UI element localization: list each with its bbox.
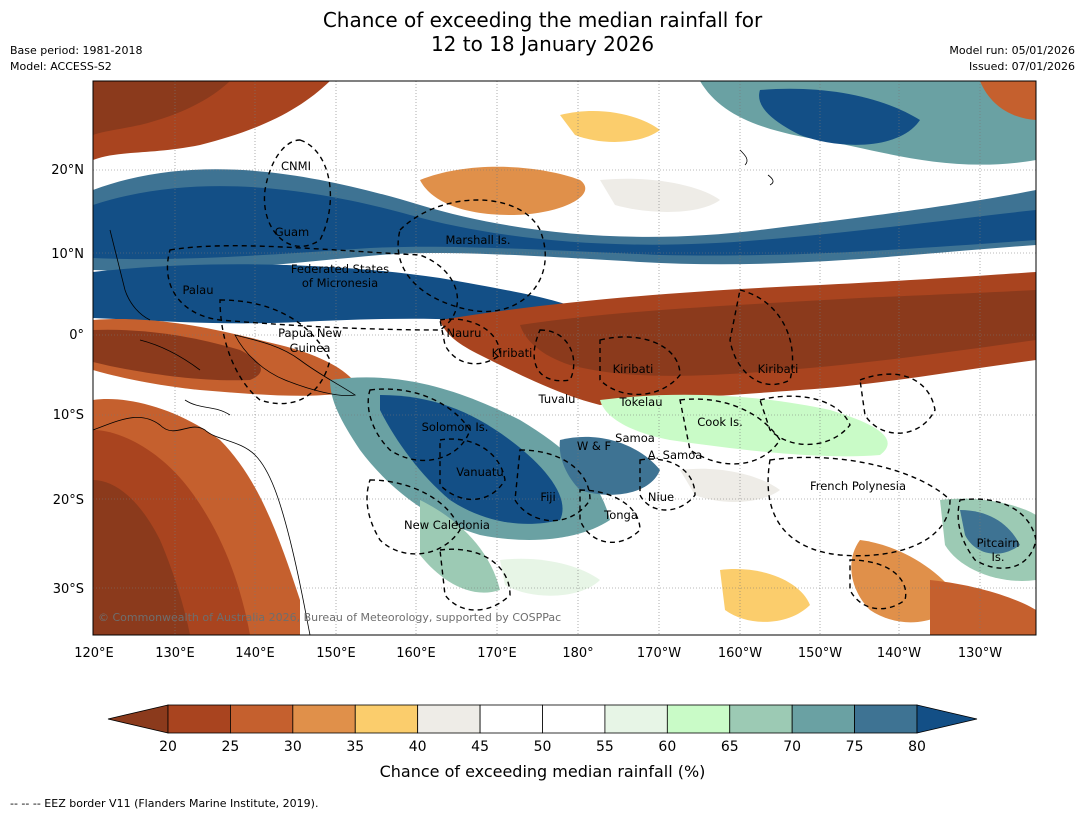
rainfall-field [93,81,1036,635]
longitude-labels: 120°E 130°E 140°E 150°E 160°E 170°E 180°… [74,646,1002,661]
region-label: New Caledonia [404,518,490,532]
lon-label: 130°W [958,646,1002,661]
colorbar-bin [167,704,231,734]
lon-label: 180° [562,646,593,661]
latitude-labels: 20°N 10°N 0° 10°S 20°S 30°S [51,163,84,597]
colorbar-bin [542,704,606,734]
colorbar-bin [854,704,918,734]
region-label: Samoa [615,431,655,445]
colorbar-tick-label: 80 [908,739,926,755]
colorbar-tick-label: 50 [534,739,552,755]
colorbar-tick-label: 25 [222,739,240,755]
colorbar-tick-label: 40 [409,739,427,755]
colorbar-tick-label: 75 [846,739,864,755]
region-labels: CNMI Guam Marshall Is. Federated States … [183,159,1020,564]
region-label: Kiribati [613,362,654,376]
title-line-2: 12 to 18 January 2026 [430,32,655,56]
region-label: Vanuatu [456,465,503,479]
issued-date: Issued: 07/01/2026 [968,60,1075,73]
lat-label: 10°N [51,247,84,262]
lon-label: 120°E [74,646,114,661]
colorbar-bin [666,704,731,734]
meta-left: Base period: 1981-2018 Model: ACCESS-S2 [10,43,142,75]
region-label: CNMI [281,159,311,173]
eez-legend: -- -- -- EEZ border V11 (Flanders Marine… [10,797,319,810]
region-label: Marshall Is. [445,233,510,247]
lon-label: 150°E [316,646,356,661]
colorbar-tick-label: 45 [471,739,489,755]
lat-label: 0° [69,328,84,343]
lon-label: 170°W [637,646,681,661]
lat-label: 20°S [53,493,84,508]
eez-borders [166,139,1036,611]
lon-label: 170°E [477,646,517,661]
colorbar-title: Chance of exceeding median rainfall (%) [379,762,706,781]
region-label: Federated States [291,262,389,276]
colorbar-bin [791,704,855,734]
colorbar-tick-label: 55 [596,739,614,755]
colorbar-tick-label: 65 [721,739,739,755]
region-label: Tuvalu [538,392,576,406]
colorbar-bin [604,704,668,734]
lon-label: 160°W [718,646,762,661]
region-label: A. Samoa [648,448,703,462]
region-label: Papua New [278,326,342,340]
base-period: Base period: 1981-2018 [10,44,143,57]
region-label: Nauru [447,326,482,340]
meta-right: Model run: 05/01/2026 Issued: 07/01/2026 [949,43,1075,75]
colorbar-arrow-low [107,704,169,734]
region-label: Guinea [290,341,331,355]
colorbar-tick-label: 30 [284,739,302,755]
region-label: Fiji [540,490,555,504]
region-label: W & F [577,439,611,453]
model-name: Model: ACCESS-S2 [10,60,112,73]
colorbar-bin [230,704,294,734]
copyright-text: © Commonwealth of Australia 2026, Bureau… [98,611,561,624]
region-label: Niue [648,490,674,504]
region-label: French Polynesia [810,479,906,493]
title-line-1: Chance of exceeding the median rainfall … [322,8,763,32]
colorbar-tick-label: 20 [159,739,177,755]
region-label: Pitcairn [977,536,1020,550]
map-frame [92,80,1037,636]
region-label: of Micronesia [302,276,378,290]
region-label: Palau [183,283,214,297]
colorbar: 20 25 30 35 40 45 50 55 60 65 70 75 80 [107,704,978,755]
coastlines [93,149,774,635]
lon-label: 150°W [798,646,842,661]
region-label: Tonga [603,508,638,522]
region-label: Kiribati [758,362,799,376]
region-label: Guam [275,225,309,239]
lat-label: 20°N [51,163,84,178]
region-label: Is. [991,550,1004,564]
lon-label: 160°E [396,646,436,661]
lon-label: 140°W [877,646,921,661]
region-label: Kiribati [492,346,533,360]
colorbar-tick-label: 35 [346,739,364,755]
colorbar-tick-label: 60 [658,739,676,755]
region-label: Solomon Is. [422,420,489,434]
region-label: Cook Is. [697,415,742,429]
region-label: Tokelau [619,395,663,409]
chart-title: Chance of exceeding the median rainfall … [0,8,1085,56]
colorbar-bin [729,704,793,734]
colorbar-bin [292,704,356,734]
lat-label: 30°S [53,582,84,597]
colorbar-bin [417,704,481,734]
colorbar-bin [354,704,419,734]
lat-label: 10°S [53,408,84,423]
gridlines [93,81,1036,635]
model-run: Model run: 05/01/2026 [949,44,1075,57]
lon-label: 130°E [155,646,195,661]
colorbar-arrow-high [916,704,978,734]
lon-label: 140°E [235,646,275,661]
colorbar-bin [479,704,543,734]
colorbar-tick-label: 70 [783,739,801,755]
